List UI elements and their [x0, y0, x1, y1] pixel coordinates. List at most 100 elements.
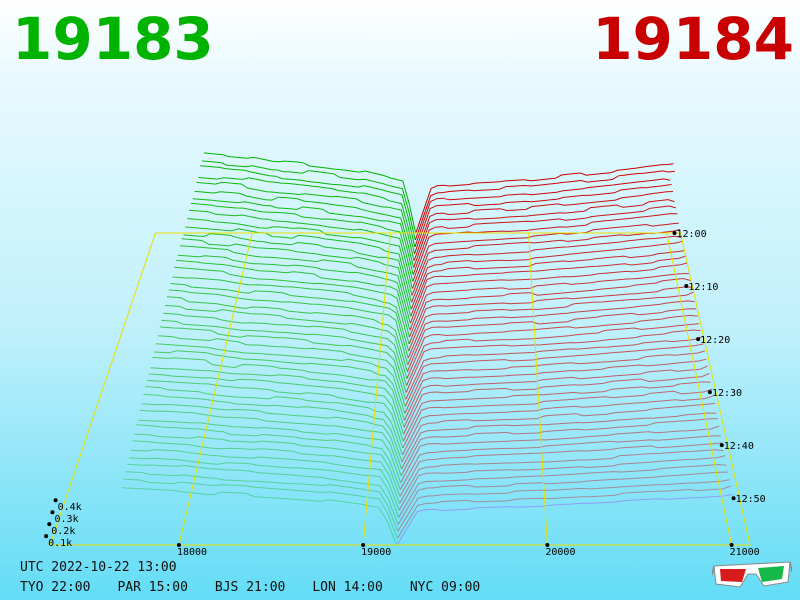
x-tick-label: 21000 — [730, 547, 760, 558]
bid-depth-line — [177, 254, 411, 331]
grid — [49, 232, 751, 546]
time-tick-dot — [707, 390, 712, 395]
ask-depth-line — [402, 388, 713, 449]
time-tick-dot — [731, 496, 736, 501]
bid-depth-line — [128, 457, 399, 518]
ask-depth-line — [413, 199, 675, 268]
ask-depth-line — [400, 418, 718, 476]
bid-depth-line — [139, 409, 402, 476]
bid-depth-line — [192, 198, 414, 275]
bid-depth-line — [163, 312, 407, 386]
bid-depth-line — [134, 433, 401, 497]
ask-depth-line — [402, 395, 714, 456]
bid-depth-line — [165, 304, 408, 379]
ask-depth-line — [414, 170, 675, 241]
bid-depth-line — [123, 478, 398, 539]
time-tick-label: 12:20 — [700, 335, 730, 346]
ask-price: 19184 — [592, 5, 794, 73]
city-time: TYO 22:00 — [20, 580, 91, 595]
ask-depth-line — [409, 255, 687, 324]
time-tick-dot — [684, 284, 689, 289]
bid-depth-line — [125, 471, 399, 532]
bid-price: 19183 — [12, 5, 214, 73]
bid-depth-line — [143, 393, 403, 462]
bid-depth-line — [159, 326, 407, 400]
bid-depth-line — [154, 350, 405, 421]
3d-glasses-icon[interactable] — [712, 560, 792, 590]
time-tick-label: 12:50 — [736, 494, 766, 505]
bid-depth-line — [132, 440, 400, 504]
bid-depth-line — [157, 335, 406, 407]
bid-depth-line — [179, 245, 411, 324]
depth-tick-dot — [50, 510, 55, 515]
ask-depth-line — [404, 343, 704, 407]
ask-depth-line — [413, 191, 674, 261]
bid-depth-line — [145, 386, 403, 456]
depth-tick-label: 0.3k — [54, 514, 78, 525]
ask-depth-line — [406, 323, 700, 386]
time-tick-dot — [696, 337, 701, 342]
bid-depth-line — [183, 233, 412, 310]
bid-depth-line — [181, 238, 412, 317]
bid-depth-line — [130, 449, 400, 511]
depth-tick-label: 0.1k — [48, 538, 72, 549]
bid-depth-line — [194, 190, 415, 268]
time-tick-label: 12:00 — [677, 229, 707, 240]
grid-line — [178, 232, 253, 546]
grid-line — [666, 232, 733, 546]
time-tick-label: 12:40 — [724, 441, 754, 452]
bid-depth-line — [141, 403, 402, 469]
x-tick-dot — [176, 543, 181, 547]
x-tick-dot — [729, 543, 734, 547]
time-tick-dot — [672, 231, 677, 235]
ask-depth-line — [408, 286, 692, 352]
bid-depth-line — [176, 259, 410, 338]
ask-depth-line — [397, 485, 732, 539]
bid-depth-line — [200, 165, 416, 248]
ask-depth-line — [401, 402, 716, 463]
depth-tick-dot — [47, 522, 52, 527]
depth-tick-label: 0.2k — [51, 526, 75, 537]
ask-depth-line — [415, 163, 674, 234]
ask-depth-line — [411, 235, 682, 303]
ask-depth-line — [398, 455, 726, 511]
bid-depth-line — [137, 419, 402, 483]
x-tick-label: 20000 — [545, 547, 575, 558]
ask-depth-line — [411, 228, 681, 296]
city-time: PAR 15:00 — [117, 580, 188, 595]
ask-depth-line — [410, 250, 685, 317]
ask-depth-line — [409, 262, 688, 331]
ask-depth-line — [405, 329, 701, 393]
depth-layers — [121, 152, 733, 546]
ask-depth-line — [396, 494, 733, 546]
bid-depth-line — [190, 202, 414, 282]
ask-depth-line — [402, 381, 711, 442]
x-tick-dot — [361, 543, 366, 547]
bid-depth-line — [170, 283, 409, 358]
ask-depth-line — [399, 442, 723, 497]
ask-depth-line — [407, 291, 694, 358]
ask-depth-line — [397, 479, 730, 532]
depth-tick-dot — [53, 498, 58, 503]
depth-tick-label: 0.4k — [58, 502, 82, 513]
grid-line — [362, 232, 391, 546]
ask-depth-line — [404, 350, 705, 414]
bid-depth-line — [166, 296, 408, 372]
ask-depth-line — [409, 273, 689, 338]
bid-depth-line — [201, 160, 416, 241]
ask-depth-line — [414, 184, 672, 254]
bid-depth-line — [196, 181, 415, 261]
x-tick-label: 18000 — [177, 547, 207, 558]
bid-depth-line — [121, 487, 398, 546]
bid-depth-line — [152, 356, 405, 428]
city-time: LON 14:00 — [312, 580, 383, 595]
bid-depth-line — [148, 373, 404, 442]
axes: 18000 19000 20000 21000 0.1k0.2k0.3k0.4k 12:0… — [44, 229, 766, 558]
ask-depth-line — [401, 412, 717, 469]
bid-depth-line — [146, 379, 404, 449]
ask-depth-line — [404, 358, 707, 421]
ask-depth-line — [407, 300, 695, 365]
bid-depth-line — [185, 226, 412, 303]
ask-depth-line — [412, 205, 677, 275]
ask-depth-line — [397, 471, 729, 525]
